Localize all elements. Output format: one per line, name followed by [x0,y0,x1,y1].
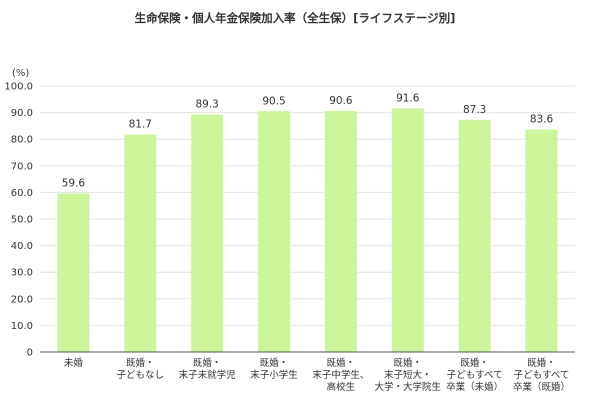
x-category-label: 既婚・末子未就学児 [179,357,237,381]
y-tick-label: 40.0 [11,241,33,252]
bar-value-label: 91.6 [396,92,420,104]
y-axis-ticks: 0 10.0 20.0 30.0 40.0 50.0 60.0 70.0 80.0 90.0 100… [4,82,33,359]
x-category-label-line: 末子短大・ [384,369,432,381]
x-category-label-line: 末子中学生、 [312,369,369,381]
x-category-label-line: 末子小学生 [250,369,298,381]
x-category-label-line: 既婚・ [394,357,423,369]
x-category-label-line: 既婚・ [327,357,356,369]
x-category-label: 既婚・末子小学生 [250,357,298,381]
y-tick-label: 0 [27,348,33,359]
x-category-label: 既婚・末子中学生、高校生 [312,357,369,393]
x-category-label-line: 子どもすべて [514,370,570,381]
y-axis-unit: (%) [12,68,29,79]
y-tick-label: 50.0 [11,215,33,226]
bar [391,108,424,353]
y-tick-label: 20.0 [11,294,33,305]
x-category-label-line: 既婚・ [126,357,155,369]
x-category-label-line: 既婚・ [527,357,556,369]
x-category-label-line: 既婚・ [260,357,289,369]
bar-value-label: 59.6 [62,177,86,189]
bar [124,134,157,352]
bar [458,119,491,352]
x-category-label-line: 高校生 [327,381,356,393]
y-tick-label: 10.0 [11,321,33,332]
bar-value-label: 83.6 [530,114,554,126]
bars [57,108,558,353]
value-labels: 59.6 81.7 89.3 90.5 90.6 91.6 87.3 83.6 [62,92,554,189]
bar [525,129,558,352]
bar [258,111,291,353]
y-tick-label: 30.0 [11,268,33,279]
x-category-label-line: 子どもなし [117,370,165,381]
y-tick-label: 100.0 [4,82,33,93]
x-category-label-line: 子どもすべて [447,370,503,381]
y-tick-label: 80.0 [11,135,33,146]
x-category-label: 既婚・子どもすべて卒業（未婚） [446,357,503,393]
bar [191,114,224,352]
bar [324,111,357,352]
grid-lines [40,85,575,326]
bar-value-label: 90.5 [262,95,285,107]
x-category-label: 既婚・末子短大・大学・大学院生 [375,357,442,393]
bar [57,193,90,352]
x-category-label-line: 末子未就学児 [179,369,237,381]
y-tick-label: 90.0 [11,108,33,119]
bar-value-label: 90.6 [329,95,353,107]
chart-title: 生命保険・個人年金保険加入率（全生保）[ライフステージ別] [135,11,456,25]
x-category-label-line: 未婚 [64,357,84,369]
bar-value-label: 89.3 [195,98,218,110]
x-category-label-line: 大学・大学院生 [375,381,442,393]
x-category-label: 未婚 [64,357,84,369]
x-category-label-line: 卒業（既婚） [513,381,570,393]
y-tick-label: 70.0 [11,161,33,172]
bar-value-label: 81.7 [129,119,152,131]
x-category-label: 既婚・子どもすべて卒業（既婚） [513,357,570,393]
x-category-label-line: 既婚・ [193,357,222,369]
y-tick-label: 60.0 [11,188,33,199]
bar-value-label: 87.3 [463,104,486,116]
x-axis-labels: 未婚 既婚・子どもなし既婚・末子未就学児既婚・末子小学生既婚・末子中学生、高校生既… [64,357,570,393]
x-category-label-line: 卒業（未婚） [446,381,503,393]
x-category-label-line: 既婚・ [460,357,489,369]
x-category-label: 既婚・子どもなし [117,357,165,381]
